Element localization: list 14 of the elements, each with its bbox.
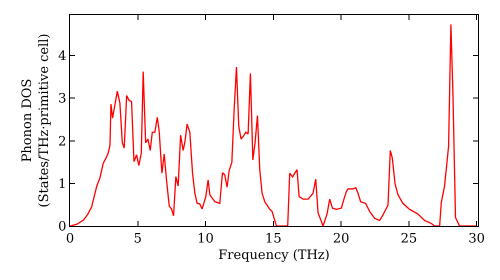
y-tick-label: 3 — [58, 92, 66, 107]
x-tick-label: 25 — [400, 232, 418, 247]
y-tick-label: 0 — [58, 220, 66, 235]
y-tick-label: 1 — [58, 176, 66, 192]
x-tick-label: 5 — [134, 232, 142, 247]
y-tick-label: 2 — [58, 134, 66, 150]
x-axis-title: Frequency (THz) — [218, 248, 330, 264]
x-tick-label: 30 — [468, 232, 485, 247]
y-tick-label: 4 — [58, 49, 66, 64]
y-axis-title: Phonon DOS (States/THz·primitive cell) — [20, 33, 52, 208]
line-series — [70, 24, 478, 226]
x-tick-label: 15 — [265, 232, 282, 247]
x-tick-label: 20 — [332, 232, 350, 247]
x-tick-label: 10 — [197, 232, 214, 247]
